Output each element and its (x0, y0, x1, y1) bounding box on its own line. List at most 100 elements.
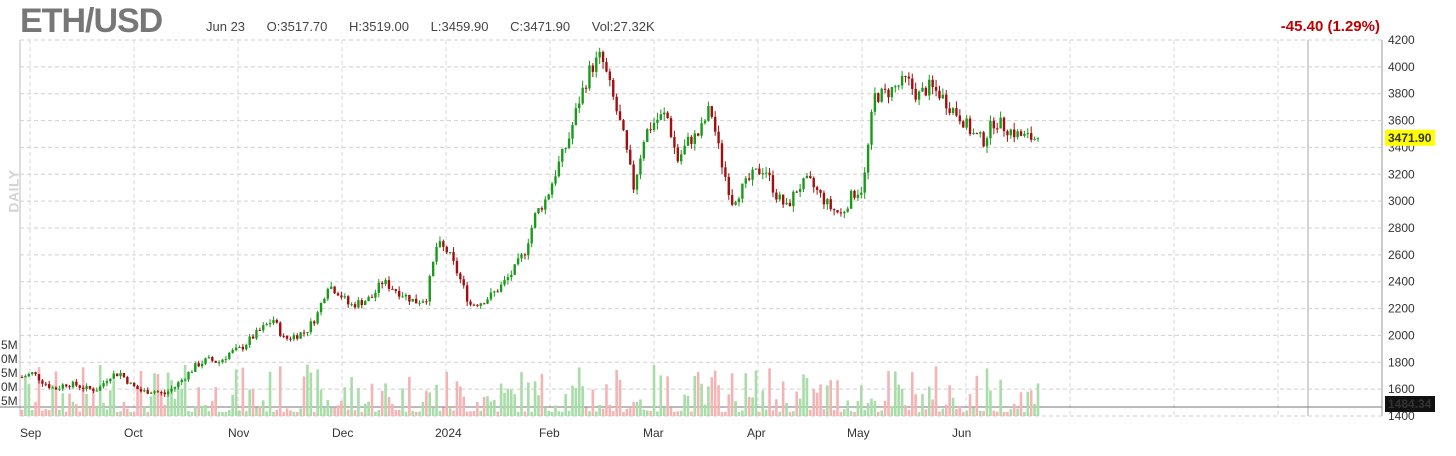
volume-bar (217, 411, 221, 416)
candle-body (928, 79, 931, 96)
volume-bar (476, 402, 479, 416)
y-tick-label: 2200 (1388, 302, 1415, 316)
volume-bar (914, 394, 917, 416)
volume-bar (992, 410, 996, 416)
volume-bar (268, 371, 272, 416)
candle-body (367, 296, 370, 302)
candle-body (146, 390, 149, 394)
candle-body (968, 118, 972, 135)
volume-bar (1006, 412, 1009, 416)
candle-body (333, 286, 336, 294)
candle-body (588, 65, 591, 89)
candle-body (143, 390, 146, 392)
volume-bar (860, 385, 863, 416)
volume-bar (149, 396, 153, 416)
volume-bar (812, 389, 816, 416)
candle-body (815, 187, 819, 190)
volume-bar (119, 411, 122, 416)
candle-body (81, 387, 85, 390)
volume-bar (275, 409, 279, 416)
candle-body (785, 202, 788, 205)
volume-bar (611, 410, 615, 416)
candle-body (1016, 131, 1019, 138)
volume-bar (618, 379, 622, 416)
candle-body (24, 376, 27, 378)
candle-body (907, 76, 911, 79)
volume-bar (299, 408, 302, 416)
candle-body (1019, 131, 1023, 136)
candle-body (234, 347, 238, 350)
candle-body (941, 94, 945, 99)
candle-body (228, 352, 231, 359)
candle-body (656, 119, 659, 123)
candle-body (554, 176, 557, 184)
volume-bar (88, 407, 92, 416)
candle-body (78, 385, 81, 388)
volume-bar (605, 384, 608, 416)
candle-body (673, 136, 676, 148)
volume-bar (965, 410, 968, 416)
candle-body (75, 381, 78, 386)
volume-bar (319, 389, 323, 416)
candle-body (200, 363, 204, 367)
y-tick-label: 2400 (1388, 275, 1415, 289)
candle-body (465, 285, 469, 302)
volume-bar (533, 381, 537, 416)
candle-body (710, 106, 713, 117)
volume-bar (200, 405, 204, 416)
candle-body (890, 86, 894, 98)
volume-bar (921, 394, 924, 416)
candle-body (238, 346, 241, 348)
volume-bar (482, 396, 486, 416)
volume-bar (642, 409, 646, 416)
volume-bar (876, 411, 880, 416)
candle-body (452, 252, 455, 261)
candle-body (408, 294, 411, 302)
candle-body (975, 133, 979, 135)
volume-bar (703, 404, 707, 416)
volume-bar (938, 411, 941, 416)
candle-body (241, 346, 245, 350)
volume-bar (445, 371, 449, 416)
volume-bar (1019, 392, 1023, 416)
candle-body (690, 136, 693, 144)
volume-axis-label: 0M (1, 352, 18, 366)
volume-bar (795, 391, 799, 416)
volume-bar (204, 404, 207, 416)
volume-bar (720, 411, 724, 416)
volume-bar (129, 412, 133, 416)
candle-body (353, 304, 357, 308)
candle-body (54, 387, 58, 390)
volume-bar (418, 411, 421, 416)
candle-body (972, 133, 975, 135)
candle-body (764, 172, 768, 174)
candle-body (92, 388, 95, 391)
candle-body (1026, 133, 1030, 135)
candle-body (832, 209, 836, 211)
volume-bar (710, 377, 714, 416)
candle-body (1009, 129, 1013, 136)
volume-bar (927, 386, 931, 416)
volume-bar (387, 396, 391, 416)
candle-body (289, 338, 292, 340)
candle-body (744, 178, 747, 184)
candle-body (173, 386, 177, 389)
candle-body (68, 386, 71, 388)
volume-bar (404, 411, 408, 416)
volume-bar (105, 409, 109, 416)
candle-body (472, 304, 476, 306)
candle-body (231, 349, 234, 353)
candle-body (476, 304, 479, 306)
y-tick-label: 2000 (1388, 328, 1415, 342)
volume-bar (329, 407, 333, 416)
ohlc-date: Jun 23 (206, 19, 246, 34)
candle-body (578, 103, 581, 109)
volume-bar (126, 408, 129, 416)
volume-bar (788, 411, 792, 416)
volume-bar (961, 411, 965, 416)
y-tick-label: 3000 (1388, 194, 1415, 208)
volume-bar (934, 366, 938, 416)
candle-body (343, 296, 347, 298)
candle-body (802, 178, 805, 190)
